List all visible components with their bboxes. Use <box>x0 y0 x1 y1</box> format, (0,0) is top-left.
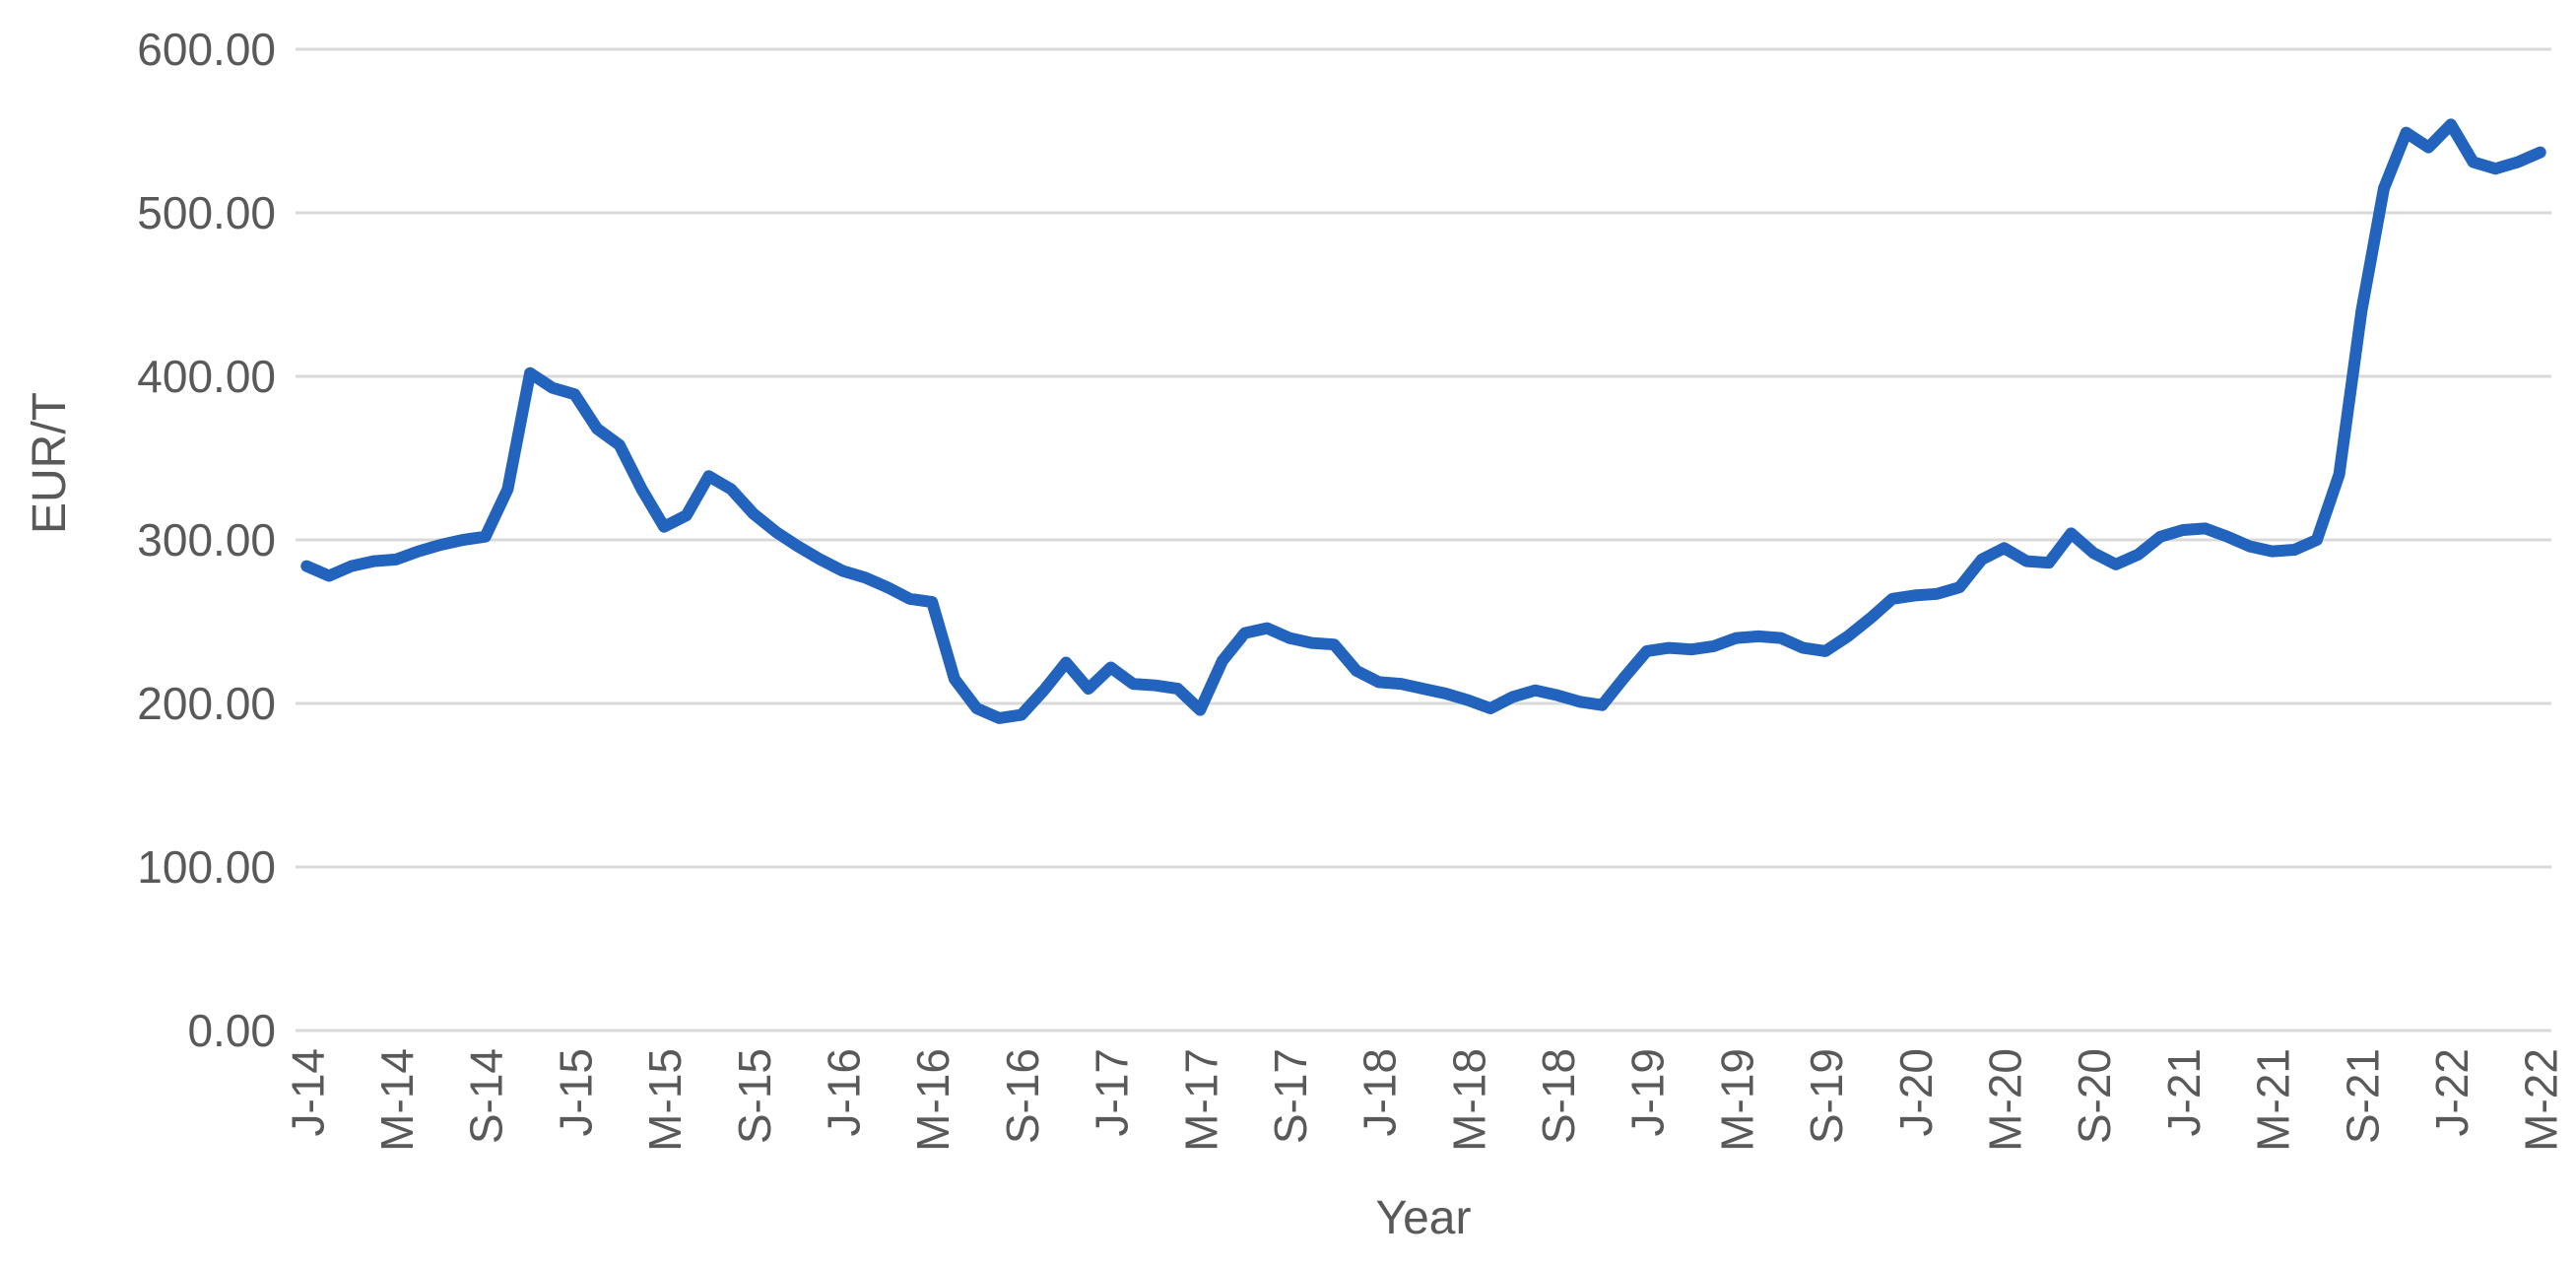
x-tick-label: S-20 <box>2069 1048 2120 1144</box>
y-axis-tick-labels: 0.00 100.00 200.00 300.00 400.00 500.00 600.00 <box>137 24 276 1056</box>
x-tick-label: J-15 <box>550 1048 601 1136</box>
x-tick-label: M-15 <box>639 1048 691 1152</box>
x-tick-label: J-19 <box>1622 1048 1674 1136</box>
y-tick-label: 400.00 <box>137 351 276 402</box>
x-tick-label: S-16 <box>997 1048 1048 1144</box>
x-tick-label: S-17 <box>1265 1048 1316 1144</box>
price-series-line <box>300 118 2546 724</box>
y-tick-label: 300.00 <box>137 514 276 566</box>
x-tick-label: S-21 <box>2337 1048 2388 1144</box>
x-tick-label: J-17 <box>1087 1048 1138 1136</box>
y-tick-label: 500.00 <box>137 187 276 238</box>
x-tick-label: J-18 <box>1354 1048 1406 1136</box>
gridlines <box>296 47 2551 1032</box>
x-tick-label: S-18 <box>1533 1048 1584 1144</box>
x-tick-label: J-21 <box>2158 1048 2210 1136</box>
x-axis-title: Year <box>1376 1192 1472 1244</box>
x-tick-label: M-16 <box>907 1048 958 1152</box>
x-tick-label: M-21 <box>2248 1048 2299 1152</box>
x-tick-label: M-18 <box>1443 1048 1494 1152</box>
x-tick-label: J-22 <box>2426 1048 2477 1136</box>
x-tick-label: S-14 <box>461 1048 512 1144</box>
y-tick-label: 100.00 <box>137 841 276 893</box>
x-axis-tick-labels: J-14 M-14 S-14 J-15 M-15 S-15 J-16 M-16 S-16 J-17… <box>282 1048 2566 1152</box>
x-tick-label: M-17 <box>1175 1048 1226 1152</box>
data-series <box>300 118 2546 724</box>
y-axis-title: EUR/T <box>24 392 76 534</box>
x-tick-label: S-19 <box>1801 1048 1852 1144</box>
y-tick-label: 0.00 <box>187 1005 276 1056</box>
x-tick-label: M-20 <box>1980 1048 2031 1152</box>
x-tick-label: M-19 <box>1711 1048 1762 1152</box>
x-tick-label: S-15 <box>729 1048 780 1144</box>
y-tick-label: 600.00 <box>137 24 276 75</box>
x-tick-label: J-14 <box>282 1048 333 1136</box>
x-tick-label: J-20 <box>1890 1048 1942 1136</box>
x-tick-label: J-16 <box>819 1048 870 1136</box>
y-tick-label: 200.00 <box>137 678 276 729</box>
x-tick-label: M-22 <box>2516 1048 2567 1152</box>
x-tick-label: M-14 <box>371 1048 423 1152</box>
